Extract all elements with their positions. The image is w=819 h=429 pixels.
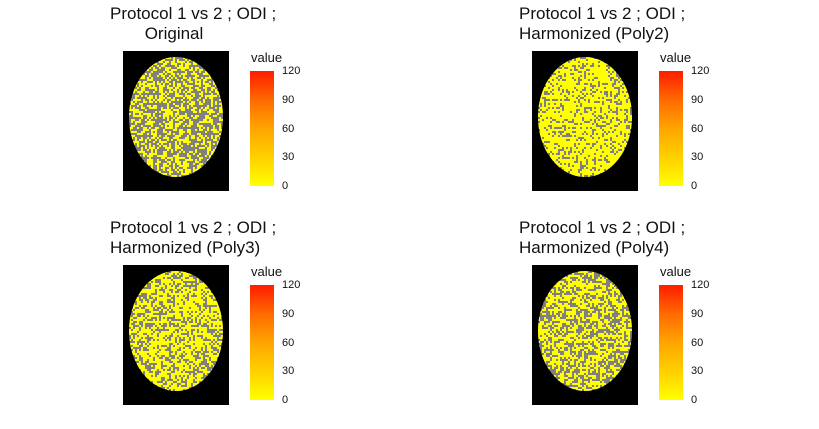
legend-tick-label: 0	[691, 180, 698, 192]
legend-tick-label: 30	[282, 365, 295, 378]
legend-colorbar	[250, 71, 274, 186]
chart-title-line-1: Protocol 1 vs 2 ; ODI ;	[110, 218, 277, 237]
brain-map	[532, 51, 638, 191]
legend-tick	[683, 371, 687, 373]
color-legend: value 0 30 60 90 120	[250, 49, 330, 199]
chart-title-line-1: Protocol 1 vs 2 ; ODI ;	[519, 218, 686, 237]
voxel-cluster	[538, 57, 632, 177]
chart-title-line-2: Harmonized (Poly4)	[519, 238, 670, 257]
legend-tick-label: 90	[691, 307, 704, 320]
brain-map	[123, 51, 229, 191]
legend-tick	[274, 399, 278, 400]
legend-tick	[274, 99, 278, 101]
legend-tick	[274, 285, 278, 286]
chart-title: Protocol 1 vs 2 ; ODI ; Harmonized (Poly…	[110, 218, 277, 258]
legend-tick	[274, 371, 278, 373]
legend-tick-label: 90	[282, 93, 295, 106]
legend-tick	[683, 285, 687, 286]
legend-tick	[683, 342, 687, 344]
legend-tick-label: 120	[691, 279, 710, 291]
legend-title: value	[251, 264, 283, 279]
chart-title: Protocol 1 vs 2 ; ODI ; Original	[110, 4, 277, 44]
chart-title-line-2: Harmonized (Poly3)	[110, 238, 261, 257]
legend-tick-label: 120	[282, 279, 301, 291]
legend-tick-label: 30	[691, 151, 704, 164]
legend-tick	[683, 128, 687, 130]
legend-tick	[683, 71, 687, 72]
brain-map	[123, 265, 229, 405]
legend-title: value	[251, 50, 283, 65]
chart-panel-poly2: Protocol 1 vs 2 ; ODI ; Harmonized (Poly…	[519, 4, 739, 204]
color-legend: value 0 30 60 90 120	[250, 263, 330, 413]
legend-tick	[683, 313, 687, 315]
chart-title-line-1: Protocol 1 vs 2 ; ODI ;	[110, 4, 277, 23]
legend-tick-label: 60	[282, 122, 295, 135]
legend-tick-label: 0	[282, 180, 289, 192]
legend-tick-label: 0	[691, 394, 698, 406]
legend-tick	[683, 185, 687, 186]
legend-title: value	[660, 50, 692, 65]
legend-colorbar	[250, 285, 274, 400]
voxel-layer	[538, 57, 632, 177]
voxel-layer	[538, 271, 632, 391]
legend-tick	[274, 313, 278, 315]
chart-panel-poly4: Protocol 1 vs 2 ; ODI ; Harmonized (Poly…	[519, 218, 739, 418]
chart-title: Protocol 1 vs 2 ; ODI ; Harmonized (Poly…	[519, 218, 686, 258]
voxel-cluster	[129, 57, 223, 177]
legend-tick	[274, 185, 278, 186]
legend-tick	[683, 157, 687, 159]
legend-tick-label: 60	[691, 122, 704, 135]
legend-tick-label: 90	[282, 307, 295, 320]
chart-title: Protocol 1 vs 2 ; ODI ; Harmonized (Poly…	[519, 4, 686, 44]
legend-tick	[274, 71, 278, 72]
chart-panel-poly3: Protocol 1 vs 2 ; ODI ; Harmonized (Poly…	[110, 218, 330, 418]
chart-title-line-1: Protocol 1 vs 2 ; ODI ;	[519, 4, 686, 23]
brain-map	[532, 265, 638, 405]
legend-tick-label: 30	[691, 365, 704, 378]
legend-tick	[274, 157, 278, 159]
legend-tick	[683, 99, 687, 101]
legend-tick-label: 120	[691, 65, 710, 77]
legend-tick	[274, 128, 278, 130]
legend-tick	[683, 399, 687, 400]
legend-tick-label: 0	[282, 394, 289, 406]
chart-title-line-2: Original	[144, 24, 204, 43]
color-legend: value 0 30 60 90 120	[659, 49, 739, 199]
legend-tick-label: 120	[282, 65, 301, 77]
voxel-cluster	[129, 271, 223, 391]
legend-title: value	[660, 264, 692, 279]
chart-panel-original: Protocol 1 vs 2 ; ODI ; Original value 0…	[110, 4, 330, 204]
color-legend: value 0 30 60 90 120	[659, 263, 739, 413]
legend-tick-label: 30	[282, 151, 295, 164]
voxel-layer	[129, 271, 223, 391]
voxel-layer	[129, 57, 223, 177]
legend-tick-label: 90	[691, 93, 704, 106]
legend-colorbar	[659, 71, 683, 186]
chart-title-line-2: Harmonized (Poly2)	[519, 24, 670, 43]
voxel-cluster	[538, 271, 632, 391]
legend-tick-label: 60	[282, 336, 295, 349]
legend-tick-label: 60	[691, 336, 704, 349]
legend-tick	[274, 342, 278, 344]
legend-colorbar	[659, 285, 683, 400]
